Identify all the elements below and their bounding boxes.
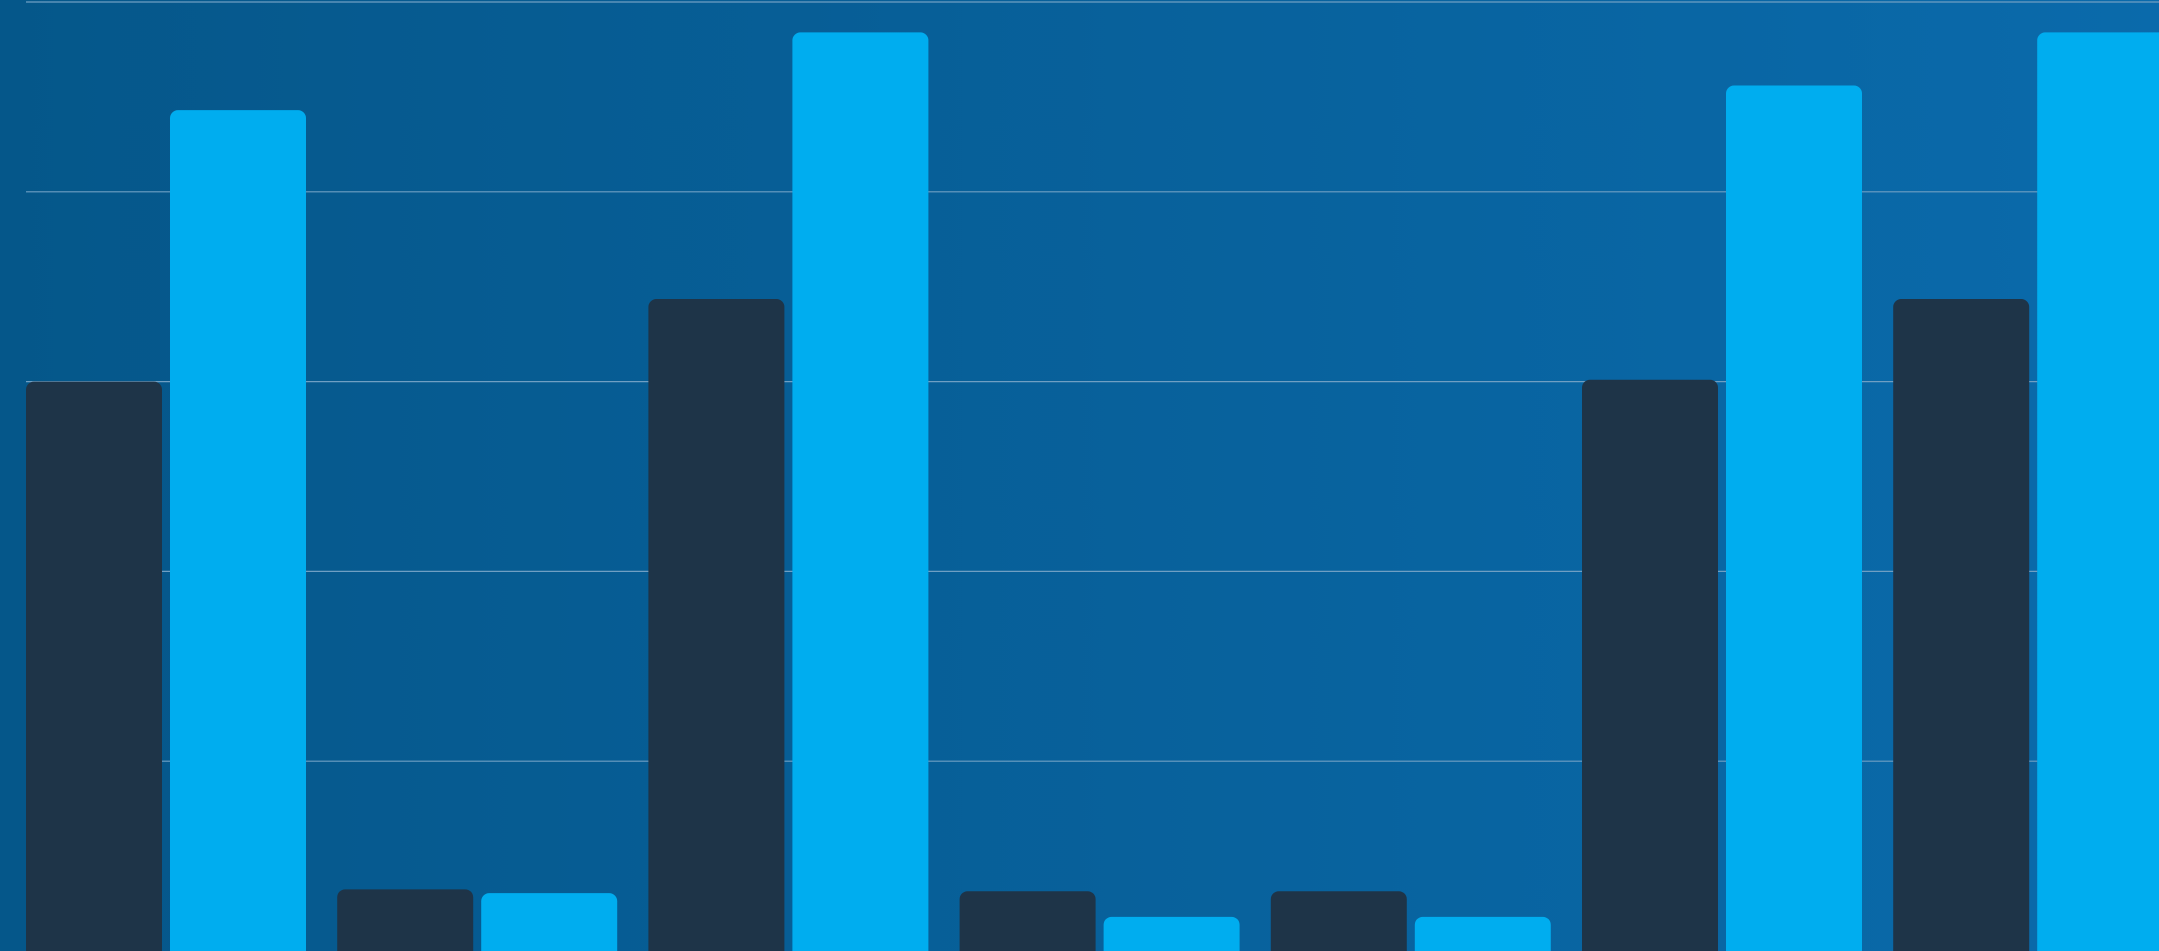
bar-series-2-group-6 [1726, 85, 1862, 951]
bar-series-1-group-4 [959, 891, 1096, 951]
bars [26, 32, 2159, 951]
bar-series-1-group-6 [1582, 379, 1718, 951]
bar-series-1-group-5 [1270, 891, 1407, 951]
bar-series-1-group-3 [648, 299, 785, 951]
bar-series-2-group-4 [1103, 916, 1240, 951]
bar-series-1-group-7 [1893, 299, 2030, 951]
bar-series-2-group-5 [1414, 916, 1551, 951]
bar-series-2-group-2 [481, 893, 618, 951]
bar-series-2-group-3 [792, 32, 929, 951]
bar-series-2-group-7 [2037, 32, 2159, 951]
bar-series-1-group-2 [337, 889, 474, 951]
bar-series-2-group-1 [170, 110, 306, 951]
bar-series-1-group-1 [26, 381, 162, 951]
